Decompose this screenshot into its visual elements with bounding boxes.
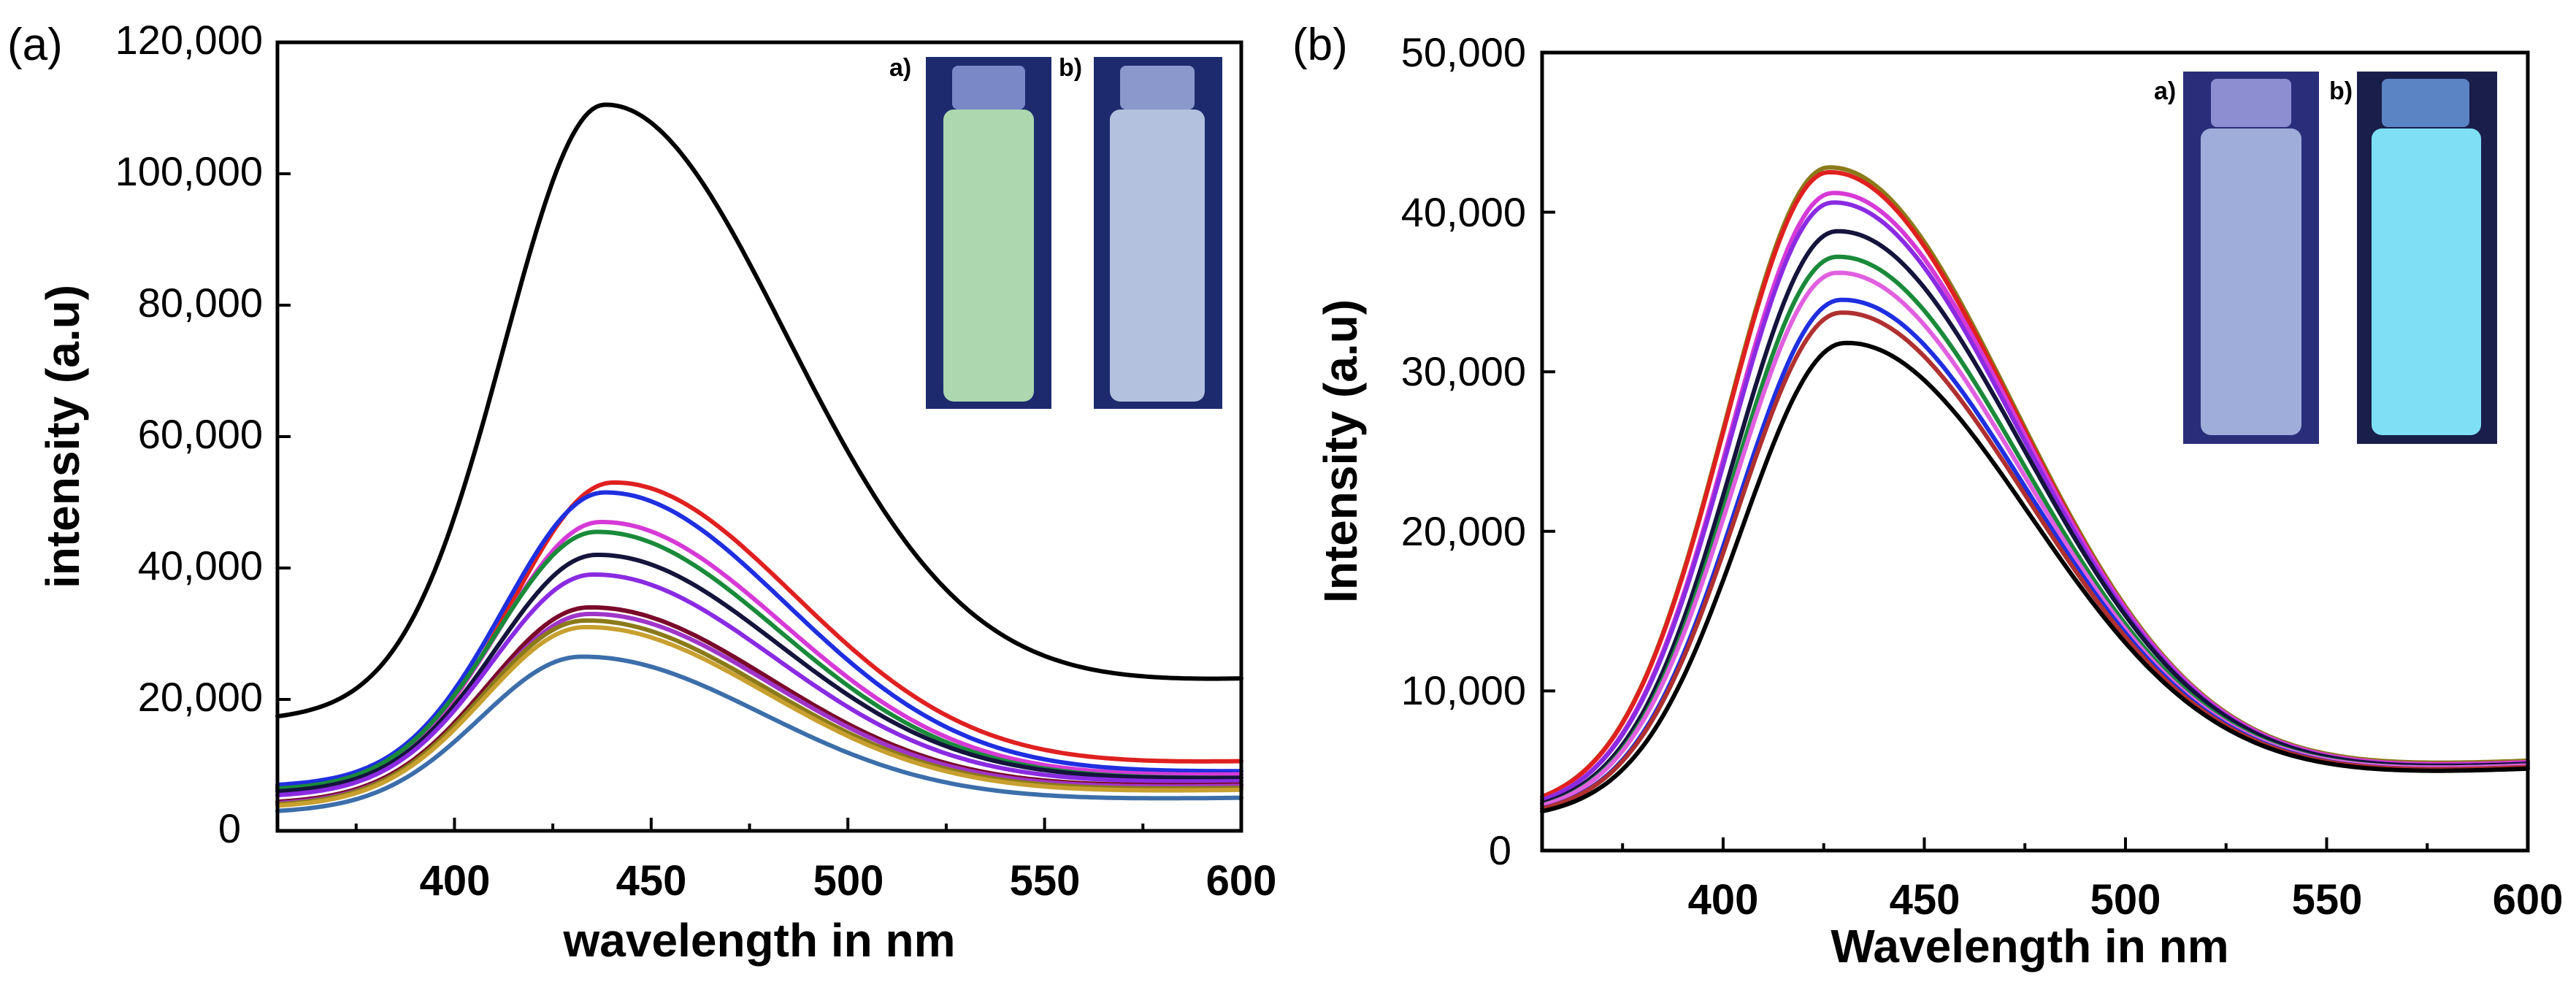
series-line-a-green	[275, 529, 1243, 791]
series-line-a-black	[275, 102, 1243, 719]
x-tick-label-b-4: 600	[2493, 876, 2564, 924]
y-tick-label-b-4: 40,000	[1401, 189, 1526, 235]
panel-label-a: (a)	[7, 20, 63, 70]
x-tick-label-a-2: 500	[813, 857, 884, 905]
x-tick-label-b-3: 550	[2292, 876, 2363, 924]
x-tick-label-b-0: 400	[1688, 876, 1759, 924]
y-tick-label-b-2: 20,000	[1401, 508, 1526, 554]
series-line-a-gold	[275, 625, 1243, 808]
y-tick-label-b-0: 0	[1489, 827, 1511, 873]
y-tick-label-a-6: 120,000	[115, 17, 263, 63]
inset-label-b1: a)	[2154, 77, 2176, 105]
inset-label-a1: a)	[889, 54, 911, 82]
vial-body-a1	[943, 110, 1034, 402]
plot-frame-b	[1540, 50, 2530, 853]
vial-cap-b1	[2211, 79, 2291, 127]
x-tick-label-a-3: 550	[1010, 857, 1081, 905]
ticks-a	[277, 41, 1243, 832]
series-group-a	[275, 102, 1243, 813]
y-tick-label-b-3: 30,000	[1401, 348, 1526, 394]
inset-photo-panel-b: a) b)	[2154, 72, 2497, 444]
y-axis-title-b: Intensity (a.u)	[1314, 299, 1367, 603]
y-tick-label-b-1: 10,000	[1401, 667, 1526, 713]
y-tick-label-a-0: 0	[218, 805, 241, 851]
y-tick-label-a-1: 20,000	[138, 674, 263, 720]
inset-photo-panel-a: a) b)	[889, 54, 1222, 409]
x-tick-label-a-0: 400	[420, 857, 491, 905]
y-axis-title-a: intensity (a.u)	[37, 285, 89, 588]
x-tick-label-b-2: 500	[2090, 876, 2161, 924]
inset-label-a2: b)	[1059, 54, 1082, 82]
panel-label-b: (b)	[1292, 20, 1348, 70]
y-tick-label-a-5: 100,000	[115, 148, 263, 194]
series-line-a-navy	[275, 553, 1243, 794]
vial-cap-a2	[1120, 66, 1195, 110]
vial-body-b2	[2372, 128, 2481, 435]
series-line-a-purple	[275, 572, 1243, 798]
x-axis-title-a: wavelength in nm	[563, 914, 956, 967]
x-tick-label-a-1: 450	[616, 857, 687, 905]
vial-cap-b2	[2382, 79, 2469, 127]
series-line-a-blue	[275, 490, 1243, 787]
vial-body-b1	[2201, 128, 2301, 435]
y-tick-label-a-4: 80,000	[138, 280, 263, 326]
vial-body-a2	[1110, 110, 1205, 402]
x-axis-title-b: Wavelength in nm	[1831, 920, 2228, 972]
y-tick-label-b-5: 50,000	[1401, 29, 1526, 75]
inset-label-b2: b)	[2329, 77, 2353, 105]
chart-panel-a: (a) a) b) 0 20,000 40,000 60,000 80,000 …	[7, 17, 1276, 967]
series-group-b	[1540, 165, 2530, 814]
vial-cap-a1	[952, 66, 1025, 110]
x-tick-label-b-1: 450	[1890, 876, 1960, 924]
ticks-b	[1542, 51, 2529, 852]
y-tick-label-a-3: 60,000	[138, 411, 263, 457]
x-tick-label-a-4: 600	[1206, 857, 1277, 905]
y-tick-label-a-2: 40,000	[138, 542, 263, 588]
chart-panel-b: (b) a) b) 0 10,000 20,000 30,000 40,000 …	[1292, 20, 2563, 972]
series-line-b-black	[1540, 340, 2530, 814]
series-line-a-steelblue	[275, 654, 1243, 813]
